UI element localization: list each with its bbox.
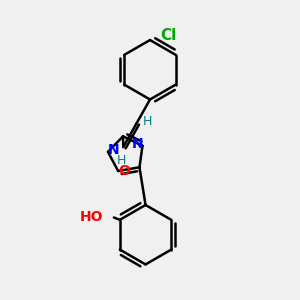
Text: Cl: Cl	[160, 28, 177, 43]
Text: H: H	[143, 115, 152, 128]
Text: N: N	[131, 137, 143, 151]
Text: N: N	[107, 143, 119, 158]
Text: HO: HO	[80, 211, 104, 224]
Text: O: O	[119, 164, 130, 178]
Text: H: H	[117, 154, 127, 166]
